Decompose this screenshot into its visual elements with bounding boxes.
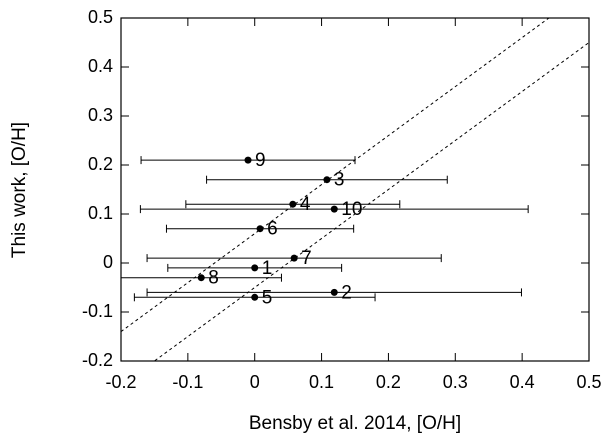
y-tick-label: -0.2 xyxy=(82,350,113,370)
x-tick-label: -0.2 xyxy=(105,372,136,392)
point-label: 5 xyxy=(262,287,273,308)
point-label: 10 xyxy=(341,199,362,220)
x-tick-label: 0.3 xyxy=(443,372,468,392)
plot-area xyxy=(121,18,589,361)
x-tick-label: 0.1 xyxy=(309,372,334,392)
x-tick-label: -0.1 xyxy=(172,372,203,392)
point-label: 2 xyxy=(341,282,352,303)
y-tick-label: 0.2 xyxy=(88,154,113,174)
point xyxy=(289,200,297,208)
x-axis-label: Bensby et al. 2014, [O/H] xyxy=(249,413,461,434)
point xyxy=(197,274,205,282)
y-tick-label: -0.1 xyxy=(82,301,113,321)
point xyxy=(330,205,338,213)
point xyxy=(251,264,259,272)
y-tick-label: 0 xyxy=(103,252,113,272)
x-tick-label: 0.4 xyxy=(510,372,535,392)
y-tick-label: 0.4 xyxy=(88,56,113,76)
point xyxy=(290,254,298,262)
point xyxy=(323,176,331,184)
point-label: 6 xyxy=(267,219,278,240)
point xyxy=(244,156,252,164)
plot-frame xyxy=(120,17,590,362)
point-label: 7 xyxy=(301,248,312,269)
point-label: 8 xyxy=(208,268,219,289)
point-label: 3 xyxy=(334,170,345,191)
y-tick-label: 0.1 xyxy=(88,203,113,223)
x-tick-label: 0.5 xyxy=(576,372,601,392)
reference-line xyxy=(153,42,589,361)
x-tick-label: 0.2 xyxy=(376,372,401,392)
point-label: 9 xyxy=(255,150,266,171)
y-tick-label: 0.3 xyxy=(88,105,113,125)
point-label: 4 xyxy=(300,194,311,215)
reference-line xyxy=(121,18,550,333)
point-label: 1 xyxy=(262,258,273,279)
x-tick-label: 0 xyxy=(250,372,260,392)
point xyxy=(256,225,264,233)
y-axis-label: This work, [O/H] xyxy=(9,122,30,258)
y-tick-label: 0.5 xyxy=(88,7,113,27)
point xyxy=(251,293,259,301)
point xyxy=(330,288,338,296)
